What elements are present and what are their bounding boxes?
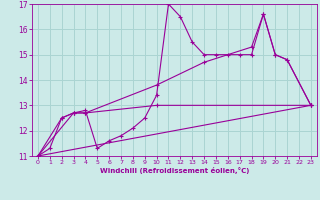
X-axis label: Windchill (Refroidissement éolien,°C): Windchill (Refroidissement éolien,°C): [100, 167, 249, 174]
